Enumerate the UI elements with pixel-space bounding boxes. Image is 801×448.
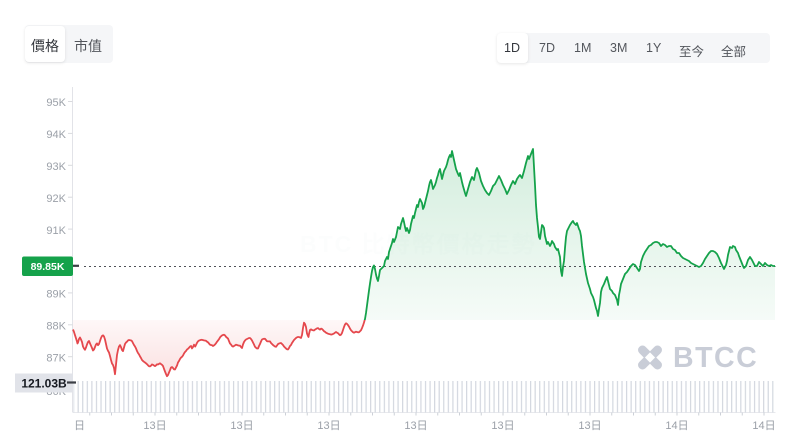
- svg-text:95K: 95K: [46, 97, 66, 109]
- svg-text:89.85K: 89.85K: [31, 261, 65, 273]
- svg-text:13日: 13日: [317, 420, 340, 432]
- svg-text:14日: 14日: [665, 420, 688, 432]
- svg-text:13日: 13日: [230, 420, 253, 432]
- svg-text:94K: 94K: [46, 129, 66, 141]
- svg-text:13日: 13日: [143, 420, 166, 432]
- svg-text:87K: 87K: [46, 352, 66, 364]
- svg-text:13日: 13日: [404, 420, 427, 432]
- svg-text:日: 日: [74, 420, 85, 432]
- svg-text:92K: 92K: [46, 193, 66, 205]
- svg-text:88K: 88K: [46, 321, 66, 333]
- svg-text:13日: 13日: [578, 420, 601, 432]
- svg-text:121.03B: 121.03B: [21, 376, 67, 390]
- svg-text:89K: 89K: [46, 289, 66, 301]
- svg-text:13日: 13日: [491, 420, 514, 432]
- svg-text:91K: 91K: [46, 225, 66, 237]
- svg-text:93K: 93K: [46, 161, 66, 173]
- svg-text:BTCC: BTCC: [673, 342, 758, 374]
- svg-text:14日: 14日: [752, 420, 775, 432]
